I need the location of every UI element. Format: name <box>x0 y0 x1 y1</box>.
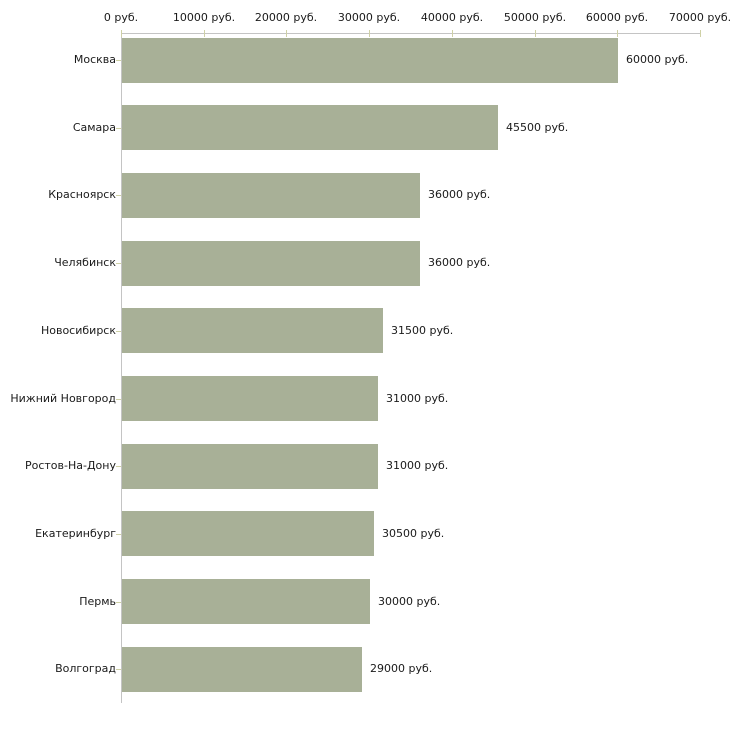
x-axis-tick-label: 0 руб. <box>103 11 139 24</box>
x-axis-tick-label: 30000 руб. <box>337 11 401 24</box>
x-axis-tick-mark <box>617 30 618 37</box>
x-axis-tick-mark <box>121 30 122 37</box>
value-label: 36000 руб. <box>428 188 491 201</box>
x-axis-tick-mark <box>286 30 287 37</box>
category-label: Новосибирск <box>40 324 116 337</box>
x-axis-tick-mark <box>204 30 205 37</box>
bar <box>122 105 498 150</box>
x-axis-line <box>121 33 701 34</box>
y-axis-tick-mark <box>116 602 121 603</box>
y-axis-tick-mark <box>116 669 121 670</box>
category-label: Москва <box>73 53 116 66</box>
category-label: Екатеринбург <box>35 527 116 540</box>
value-label: 45500 руб. <box>506 121 569 134</box>
y-axis-tick-mark <box>116 263 121 264</box>
y-axis-tick-mark <box>116 534 121 535</box>
bar <box>122 511 374 556</box>
bar <box>122 579 370 624</box>
bar <box>122 376 378 421</box>
y-axis-tick-mark <box>116 399 121 400</box>
x-axis-tick-mark <box>452 30 453 37</box>
x-axis-tick-label: 70000 руб. <box>668 11 730 24</box>
y-axis-tick-mark <box>116 128 121 129</box>
value-label: 29000 руб. <box>370 662 433 675</box>
category-label: Ростов-На-Дону <box>24 459 116 472</box>
value-label: 30000 руб. <box>378 595 441 608</box>
x-axis-tick-mark <box>369 30 370 37</box>
x-axis-tick-label: 50000 руб. <box>503 11 567 24</box>
x-axis-tick-mark <box>535 30 536 37</box>
y-axis-line <box>121 33 122 703</box>
bar <box>122 647 362 692</box>
value-label: 31000 руб. <box>386 459 449 472</box>
value-label: 31500 руб. <box>391 324 454 337</box>
category-label: Волгоград <box>55 662 116 675</box>
bar <box>122 173 420 218</box>
y-axis-tick-mark <box>116 60 121 61</box>
y-axis-tick-mark <box>116 331 121 332</box>
x-axis-tick-label: 20000 руб. <box>254 11 318 24</box>
x-axis-tick-label: 40000 руб. <box>420 11 484 24</box>
x-axis-tick-label: 60000 руб. <box>585 11 649 24</box>
bar <box>122 444 378 489</box>
value-label: 36000 руб. <box>428 256 491 269</box>
y-axis-tick-mark <box>116 466 121 467</box>
category-label: Красноярск <box>48 188 116 201</box>
bar <box>122 241 420 286</box>
x-axis-tick-mark <box>700 30 701 37</box>
bar <box>122 308 383 353</box>
value-label: 31000 руб. <box>386 392 449 405</box>
x-axis-tick-label: 10000 руб. <box>172 11 236 24</box>
bar <box>122 38 618 83</box>
category-label: Челябинск <box>54 256 116 269</box>
y-axis-tick-mark <box>116 195 121 196</box>
category-label: Самара <box>72 121 116 134</box>
category-label: Пермь <box>79 595 116 608</box>
value-label: 60000 руб. <box>626 53 689 66</box>
value-label: 30500 руб. <box>382 527 445 540</box>
category-label: Нижний Новгород <box>10 392 116 405</box>
